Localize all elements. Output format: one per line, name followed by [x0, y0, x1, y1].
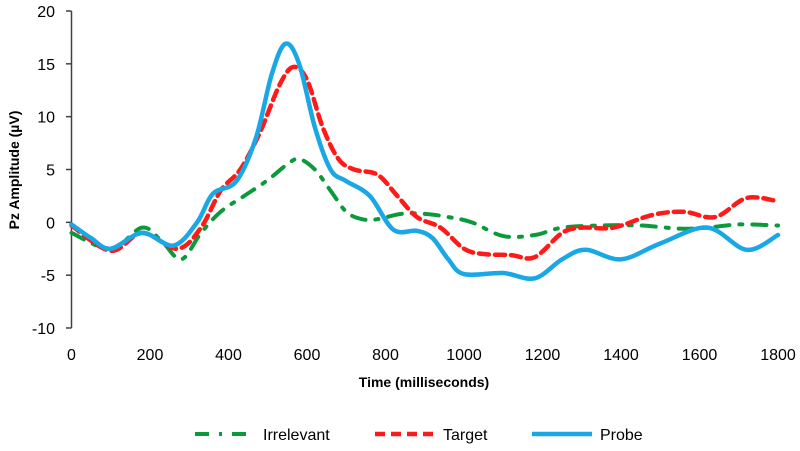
legend: Irrelevant Target Probe	[195, 427, 643, 444]
x-tick-label: 800	[372, 347, 399, 364]
y-tick-label: 0	[46, 215, 55, 232]
legend-label-irrelevant: Irrelevant	[263, 427, 330, 444]
x-tick-label: 200	[137, 347, 164, 364]
x-tick-label: 400	[215, 347, 242, 364]
y-tick-label: 15	[37, 57, 55, 74]
y-tick-label: 10	[37, 110, 55, 127]
series-line-probe	[69, 41, 781, 282]
x-tick-label: 1400	[603, 347, 639, 364]
legend-label-probe: Probe	[600, 427, 643, 444]
x-tick-label: 1200	[525, 347, 561, 364]
series-line-target	[69, 64, 781, 261]
x-axis-title: Time (milliseconds)	[359, 374, 489, 390]
legend-label-target: Target	[443, 427, 488, 444]
y-tick-label: 5	[46, 163, 55, 180]
y-tick-label: -10	[32, 321, 55, 338]
x-tick-label: 600	[294, 347, 321, 364]
y-tick-label: -5	[41, 268, 55, 285]
y-tick-label: 20	[37, 4, 55, 21]
x-tick-label: 1800	[760, 347, 796, 364]
x-tick-label: 1600	[682, 347, 718, 364]
series-line-irrelevant	[69, 156, 780, 262]
x-tick-label: 0	[67, 347, 76, 364]
y-axis-title: Pz Amplitude (µV)	[6, 111, 22, 230]
x-tick-label: 1000	[446, 347, 482, 364]
